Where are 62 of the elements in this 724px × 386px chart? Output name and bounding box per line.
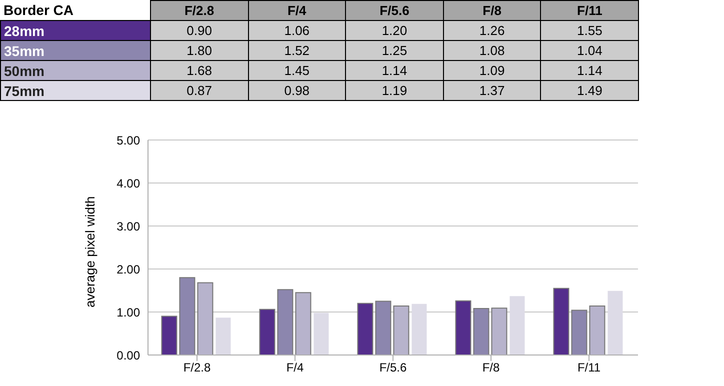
data-label: 1.37	[443, 80, 541, 100]
data-label: 1.04	[540, 40, 638, 60]
y-tick-label: 0.00	[116, 348, 140, 362]
data-label: 1.68	[150, 60, 248, 80]
x-tick-label: F/8	[482, 360, 500, 375]
x-tick-label: F/2.8	[183, 360, 211, 375]
bar	[314, 312, 329, 355]
y-tick-label: 3.00	[116, 219, 140, 234]
bar	[589, 305, 606, 355]
bar	[197, 282, 214, 355]
bar	[179, 277, 196, 355]
data-label: 1.80	[150, 40, 248, 60]
data-label: 1.14	[346, 60, 444, 80]
category-label: F/11	[577, 3, 602, 18]
data-label: 1.06	[248, 20, 346, 40]
data-label: 0.90	[150, 20, 248, 40]
data-label: 1.55	[540, 20, 638, 40]
text: 75mm	[0, 80, 150, 100]
data-label: 1.49	[540, 80, 638, 100]
data-label: 1.09	[443, 60, 541, 80]
category-label: F/5.6	[380, 3, 410, 18]
y-axis-title: average pixel width	[82, 196, 98, 308]
bar	[375, 300, 392, 355]
bar	[161, 316, 178, 355]
bar	[571, 310, 588, 355]
bar	[393, 305, 410, 355]
data-label: 1.26	[443, 20, 541, 40]
text: 50mm	[0, 60, 150, 80]
y-tick-label: 1.00	[116, 305, 140, 320]
bar	[491, 308, 508, 355]
chart-title: Border CA	[0, 0, 150, 20]
category-label: F/2.8	[184, 3, 214, 18]
data-label: 1.14	[540, 60, 638, 80]
bar	[259, 308, 276, 355]
data-label: 1.52	[248, 40, 346, 60]
bar	[455, 300, 472, 355]
data-label: 1.08	[443, 40, 541, 60]
text: 28mm	[0, 20, 150, 40]
bar	[216, 318, 231, 355]
x-tick-label: F/4	[286, 360, 304, 375]
x-tick-label: F/11	[577, 360, 601, 375]
data-label: 1.45	[248, 60, 346, 80]
bar	[277, 289, 294, 355]
bar	[357, 302, 374, 355]
y-tick-label: 2.00	[116, 262, 140, 276]
category-label: F/4	[287, 3, 306, 18]
bar	[510, 296, 525, 355]
bar	[473, 308, 490, 355]
y-tick-label: 5.00	[116, 133, 140, 148]
bar	[295, 292, 312, 355]
x-tick-label: F/5.6	[379, 360, 407, 375]
data-label: 0.87	[150, 80, 248, 100]
data-label: 1.25	[346, 40, 444, 60]
data-label: 1.19	[346, 80, 444, 100]
data-label: 0.98	[248, 80, 346, 100]
category-label: F/8	[482, 3, 502, 18]
bar	[553, 288, 570, 355]
data-label: 1.20	[346, 20, 444, 40]
text: 35mm	[0, 40, 150, 60]
bar	[608, 290, 623, 355]
bar	[412, 304, 427, 355]
y-tick-label: 4.00	[116, 176, 140, 190]
